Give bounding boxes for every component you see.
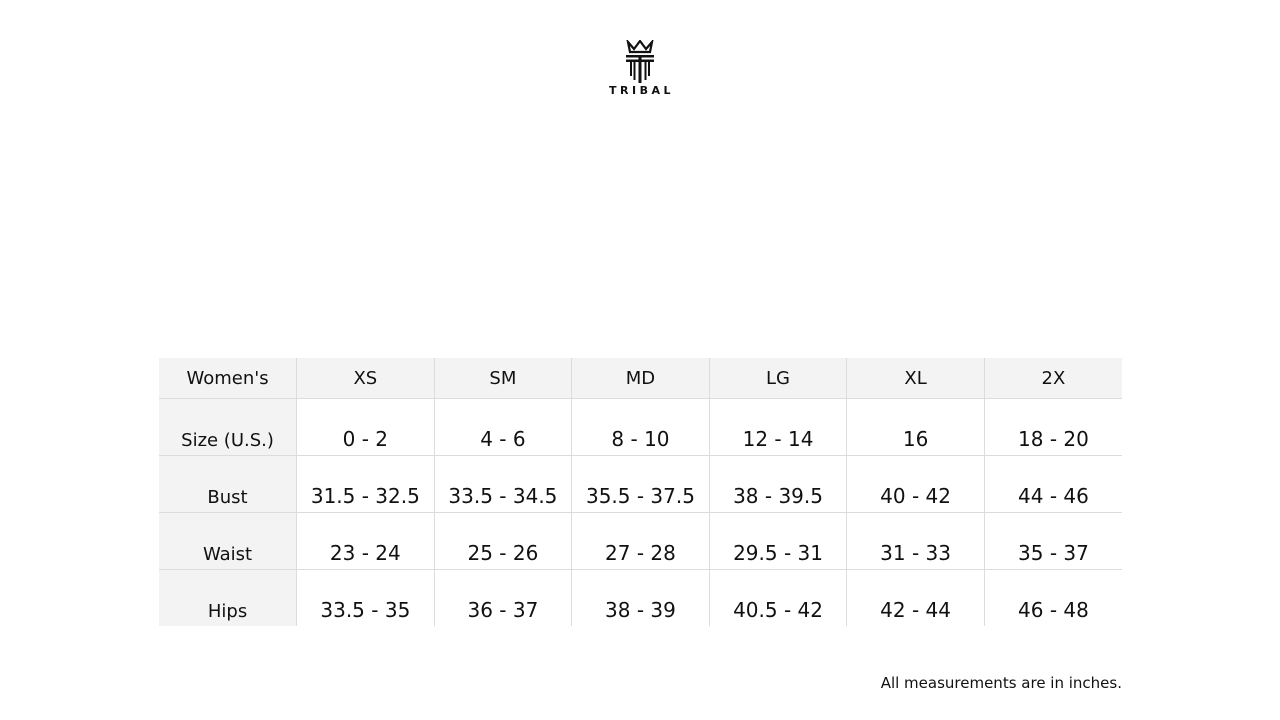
measurement-note: All measurements are in inches. [880, 674, 1122, 692]
row-label: Hips [159, 568, 298, 626]
table-cell: 40.5 - 42 [708, 568, 848, 626]
table-cell: 12 - 14 [708, 397, 848, 456]
row-label: Size (U.S.) [159, 397, 298, 456]
table-cell: 33.5 - 34.5 [433, 454, 573, 513]
table-cell: 31.5 - 32.5 [296, 454, 435, 513]
table-row: Bust 31.5 - 32.5 33.5 - 34.5 35.5 - 37.5… [159, 454, 1122, 513]
header-cell: Women's [159, 358, 298, 399]
header-cell: 2X [983, 358, 1122, 399]
header-cell: LG [708, 358, 848, 399]
row-label: Bust [159, 454, 298, 513]
table-cell: 18 - 20 [983, 397, 1122, 456]
table-cell: 0 - 2 [296, 397, 435, 456]
table-cell: 23 - 24 [296, 511, 435, 570]
table-row: Waist 23 - 24 25 - 26 27 - 28 29.5 - 31 … [159, 511, 1122, 570]
table-cell: 29.5 - 31 [708, 511, 848, 570]
table-row: Size (U.S.) 0 - 2 4 - 6 8 - 10 12 - 14 1… [159, 397, 1122, 456]
crown-trident-icon [626, 40, 654, 83]
table-cell: 35 - 37 [983, 511, 1122, 570]
size-chart-table: Women's XS SM MD LG XL 2X Size (U.S.) 0 … [159, 358, 1122, 626]
table-cell: 42 - 44 [846, 568, 985, 626]
table-cell: 27 - 28 [571, 511, 710, 570]
table-cell: 33.5 - 35 [296, 568, 435, 626]
table-cell: 38 - 39 [571, 568, 710, 626]
brand-logo: TRIBAL [600, 40, 680, 106]
table-cell: 8 - 10 [571, 397, 710, 456]
table-cell: 36 - 37 [433, 568, 573, 626]
table-row: Hips 33.5 - 35 36 - 37 38 - 39 40.5 - 42… [159, 568, 1122, 626]
table-cell: 31 - 33 [846, 511, 985, 570]
table-cell: 46 - 48 [983, 568, 1122, 626]
header-cell: XL [846, 358, 985, 399]
header-cell: XS [296, 358, 435, 399]
table-cell: 25 - 26 [433, 511, 573, 570]
table-cell: 40 - 42 [846, 454, 985, 513]
table-cell: 35.5 - 37.5 [571, 454, 710, 513]
brand-name: TRIBAL [609, 84, 674, 97]
table-header-row: Women's XS SM MD LG XL 2X [159, 358, 1122, 399]
header-cell: SM [433, 358, 573, 399]
table-cell: 44 - 46 [983, 454, 1122, 513]
table-cell: 4 - 6 [433, 397, 573, 456]
row-label: Waist [159, 511, 298, 570]
table-cell: 16 [846, 397, 985, 456]
header-cell: MD [571, 358, 710, 399]
table-cell: 38 - 39.5 [708, 454, 848, 513]
